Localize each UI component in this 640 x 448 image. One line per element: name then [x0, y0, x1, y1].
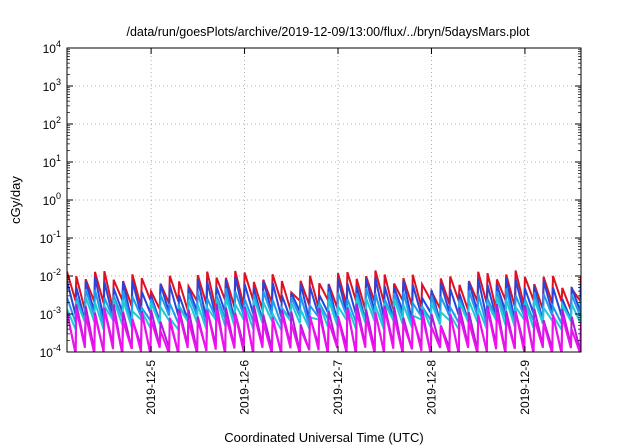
y-tick-label: 101: [43, 153, 61, 170]
x-axis-label: Coordinated Universal Time (UTC): [224, 430, 423, 445]
y-tick-label: 10-2: [40, 267, 61, 284]
x-tick-label: 2019-12-6: [238, 360, 252, 415]
chart-title: /data/run/goesPlots/archive/2019-12-09/1…: [126, 25, 530, 39]
y-tick-label: 10-4: [40, 343, 61, 360]
y-tick-labels: 10-4 10-3 10-2 10-1 100 101 102 103 104: [40, 39, 61, 360]
series-line: [67, 308, 581, 352]
x-tick-label: 2019-12-5: [144, 360, 158, 415]
y-axis-label: cGy/day: [8, 176, 23, 224]
y-tick-label: 103: [43, 77, 61, 94]
y-tick-label: 104: [43, 39, 61, 56]
grid: [67, 48, 581, 352]
y-tick-label: 10-1: [40, 229, 61, 246]
x-tick-label: 2019-12-8: [424, 360, 438, 415]
series-layer: [67, 270, 581, 352]
x-tick-label: 2019-12-7: [331, 360, 345, 415]
y-tick-label: 100: [43, 191, 61, 208]
ticks: [67, 47, 581, 353]
y-tick-label: 10-3: [40, 305, 61, 322]
x-tick-label: 2019-12-9: [518, 360, 532, 415]
x-tick-labels: 2019-12-5 2019-12-6 2019-12-7 2019-12-8 2019…: [144, 360, 532, 415]
y-tick-label: 102: [43, 115, 61, 132]
